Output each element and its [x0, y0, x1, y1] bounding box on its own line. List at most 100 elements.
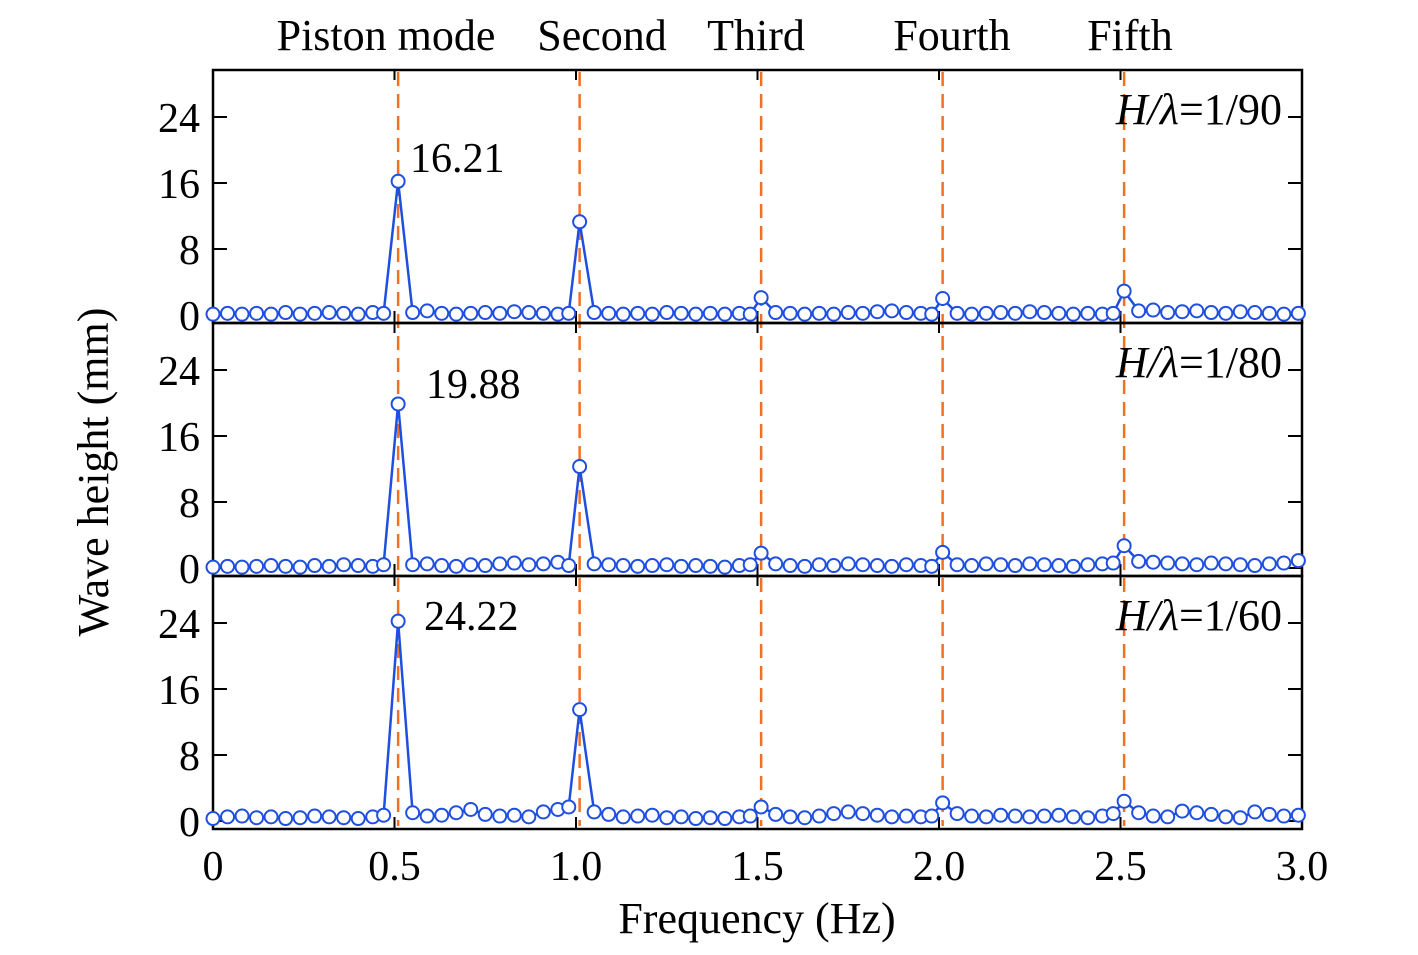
data-point — [924, 558, 940, 574]
data-point — [1051, 807, 1067, 823]
y-tick-label: 8 — [179, 734, 200, 780]
data-point — [753, 545, 769, 561]
data-point — [492, 808, 508, 824]
panel-3: 0 8 16 24 24.22 H/λ=1/60 — [158, 574, 1306, 846]
data-point — [263, 558, 279, 574]
data-point — [898, 808, 914, 824]
data-point — [688, 558, 704, 574]
y-tick-label: 8 — [179, 481, 200, 527]
data-point — [753, 290, 769, 306]
data-point — [993, 305, 1009, 321]
data-point — [390, 396, 406, 412]
data-point — [477, 806, 493, 822]
x-tick-label: 1.0 — [550, 844, 603, 890]
data-point — [1131, 805, 1147, 821]
data-point — [935, 795, 951, 811]
data-point — [978, 305, 994, 321]
steepness-label: H/λ=1/80 — [1115, 338, 1282, 387]
data-point — [659, 810, 675, 826]
data-point — [1160, 809, 1176, 825]
data-point — [390, 613, 406, 629]
data-point — [659, 305, 675, 321]
data-point — [448, 805, 464, 821]
data-point — [390, 173, 406, 189]
y-tick-label: 0 — [179, 800, 200, 846]
data-point — [376, 305, 392, 321]
data-point — [826, 806, 842, 822]
data-point — [898, 557, 914, 573]
data-point — [1160, 305, 1176, 321]
data-point — [855, 806, 871, 822]
data-point — [321, 558, 337, 574]
data-point — [572, 702, 588, 718]
data-point — [463, 801, 479, 817]
data-point — [1051, 558, 1067, 574]
data-point — [1189, 303, 1205, 319]
data-point — [263, 809, 279, 825]
data-point — [572, 214, 588, 230]
data-point — [1080, 557, 1096, 573]
data-point — [1080, 305, 1096, 321]
data-point — [572, 459, 588, 475]
data-point — [521, 305, 537, 321]
data-point — [405, 557, 421, 573]
data-point — [1174, 556, 1190, 572]
data-point — [1218, 809, 1234, 825]
data-point — [477, 305, 493, 321]
data-point — [419, 808, 435, 824]
data-point — [419, 556, 435, 572]
data-point — [782, 558, 798, 574]
data-point — [205, 811, 221, 827]
data-point — [673, 809, 689, 825]
data-point — [949, 557, 965, 573]
data-point — [1261, 305, 1277, 321]
data-point — [1105, 806, 1121, 822]
data-point — [463, 557, 479, 573]
data-point — [884, 809, 900, 825]
data-point — [1145, 554, 1161, 570]
steepness-label: H/λ=1/90 — [1115, 85, 1282, 134]
data-point — [742, 557, 758, 573]
data-point — [840, 804, 856, 820]
data-point — [561, 305, 577, 321]
data-point — [797, 810, 813, 826]
y-tick-label: 0 — [179, 294, 200, 340]
data-point — [307, 808, 323, 824]
data-point — [278, 811, 294, 827]
data-point — [205, 559, 221, 575]
data-point — [535, 804, 551, 820]
mode-label-2: Second — [537, 11, 667, 60]
data-point — [307, 305, 323, 321]
data-point — [688, 811, 704, 827]
x-axis: 0 0.5 1.0 1.5 2.0 2.5 3.0 — [203, 844, 1329, 890]
mode-label-1: Piston mode — [277, 11, 496, 60]
data-point — [1247, 804, 1263, 820]
data-point — [1203, 305, 1219, 321]
x-axis-title: Frequency (Hz) — [618, 894, 895, 943]
data-point — [1065, 306, 1081, 322]
data-point — [688, 306, 704, 322]
data-point — [220, 305, 236, 321]
data-point — [1131, 303, 1147, 319]
data-point — [1007, 808, 1023, 824]
data-point — [811, 557, 827, 573]
mode-label-5: Fifth — [1087, 11, 1173, 60]
x-tick-label: 2.0 — [913, 844, 966, 890]
data-point — [797, 306, 813, 322]
mode-label-3: Third — [707, 11, 805, 60]
data-point — [644, 558, 660, 574]
data-point — [673, 305, 689, 321]
panel-1: 0 8 16 24 16.21 H/λ=1/90 — [158, 68, 1306, 340]
data-point — [869, 558, 885, 574]
data-point — [1036, 305, 1052, 321]
data-point — [234, 306, 250, 322]
panels: 0 8 16 24 16.21 H/λ=1/90 0 8 16 24 19.88 H/λ=1/80 0 8… — [158, 68, 1306, 846]
mode-lines — [396, 72, 1126, 826]
data-point — [506, 304, 522, 320]
data-point — [924, 808, 940, 824]
data-point — [964, 306, 980, 322]
y-tick-label: 16 — [158, 162, 200, 208]
data-point — [350, 306, 366, 322]
data-point — [419, 303, 435, 319]
